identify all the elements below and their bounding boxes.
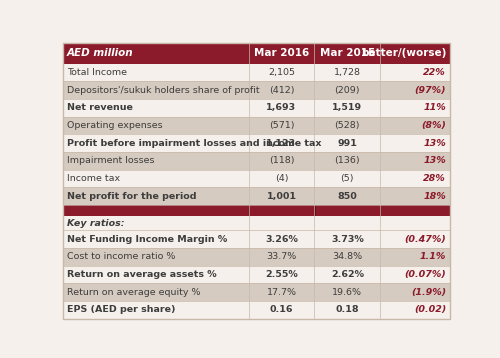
Bar <box>62 152 450 170</box>
Bar <box>62 301 450 319</box>
Text: (209): (209) <box>334 86 360 95</box>
Text: 13%: 13% <box>424 156 446 165</box>
Text: (118): (118) <box>268 156 294 165</box>
Text: (4): (4) <box>274 174 288 183</box>
Bar <box>62 64 450 81</box>
Bar <box>62 81 450 99</box>
Bar <box>62 205 450 216</box>
Bar <box>248 205 250 216</box>
Bar <box>62 283 450 301</box>
Text: (8%): (8%) <box>421 121 446 130</box>
Text: 11%: 11% <box>424 103 446 112</box>
Text: (571): (571) <box>268 121 294 130</box>
Bar <box>62 99 450 117</box>
Bar <box>62 230 450 248</box>
Text: AED million: AED million <box>67 48 134 58</box>
Text: 2.55%: 2.55% <box>265 270 298 279</box>
Text: (0.47%): (0.47%) <box>404 234 446 244</box>
Text: 991: 991 <box>338 139 357 147</box>
Text: Net Funding Income Margin %: Net Funding Income Margin % <box>67 234 228 244</box>
Text: 18%: 18% <box>424 192 446 200</box>
Text: Impairment losses: Impairment losses <box>67 156 154 165</box>
Text: Return on average equity %: Return on average equity % <box>67 287 200 297</box>
Text: 850: 850 <box>338 192 357 200</box>
Text: 22%: 22% <box>424 68 446 77</box>
Text: 0.16: 0.16 <box>270 305 293 314</box>
Text: 3.26%: 3.26% <box>265 234 298 244</box>
Text: Mar 2016: Mar 2016 <box>254 48 309 58</box>
Text: (1.9%): (1.9%) <box>411 287 446 297</box>
Text: (97%): (97%) <box>414 86 446 95</box>
Text: 28%: 28% <box>424 174 446 183</box>
Bar <box>62 170 450 187</box>
Text: 1,693: 1,693 <box>266 103 296 112</box>
Text: better/(worse): better/(worse) <box>361 48 446 58</box>
Text: 13%: 13% <box>424 139 446 147</box>
Text: Key ratios:: Key ratios: <box>67 219 124 228</box>
Text: Cost to income ratio %: Cost to income ratio % <box>67 252 176 261</box>
Bar <box>62 134 450 152</box>
Bar <box>314 205 316 216</box>
Text: 2,105: 2,105 <box>268 68 295 77</box>
Text: 1,001: 1,001 <box>266 192 296 200</box>
Text: Profit before impairment losses and income tax: Profit before impairment losses and inco… <box>67 139 322 147</box>
Text: 2.62%: 2.62% <box>331 270 364 279</box>
Text: Return on average assets %: Return on average assets % <box>67 270 217 279</box>
Text: Operating expenses: Operating expenses <box>67 121 163 130</box>
Text: (5): (5) <box>340 174 354 183</box>
Text: 3.73%: 3.73% <box>331 234 364 244</box>
Text: 19.6%: 19.6% <box>332 287 362 297</box>
Text: (0.07%): (0.07%) <box>404 270 446 279</box>
Text: (136): (136) <box>334 156 360 165</box>
Text: 33.7%: 33.7% <box>266 252 296 261</box>
Text: 1,519: 1,519 <box>332 103 362 112</box>
Bar <box>62 117 450 134</box>
Text: (412): (412) <box>268 86 294 95</box>
Text: Net revenue: Net revenue <box>67 103 133 112</box>
Text: Depositors'/sukuk holders share of profit: Depositors'/sukuk holders share of profi… <box>67 86 260 95</box>
Text: 1,123: 1,123 <box>266 139 296 147</box>
Text: (0.02): (0.02) <box>414 305 446 314</box>
Text: Mar 2015: Mar 2015 <box>320 48 375 58</box>
Bar <box>62 266 450 283</box>
Bar <box>62 216 450 230</box>
Bar <box>62 43 450 64</box>
Text: 1.1%: 1.1% <box>420 252 446 261</box>
Bar <box>62 248 450 266</box>
Text: Net profit for the period: Net profit for the period <box>67 192 196 200</box>
Text: EPS (AED per share): EPS (AED per share) <box>67 305 176 314</box>
Text: Income tax: Income tax <box>67 174 120 183</box>
Text: 17.7%: 17.7% <box>266 287 296 297</box>
Bar <box>62 187 450 205</box>
Bar <box>380 205 382 216</box>
Text: 1,728: 1,728 <box>334 68 361 77</box>
Text: (528): (528) <box>334 121 360 130</box>
Text: Total Income: Total Income <box>67 68 127 77</box>
Text: 34.8%: 34.8% <box>332 252 362 261</box>
Text: 0.18: 0.18 <box>336 305 359 314</box>
